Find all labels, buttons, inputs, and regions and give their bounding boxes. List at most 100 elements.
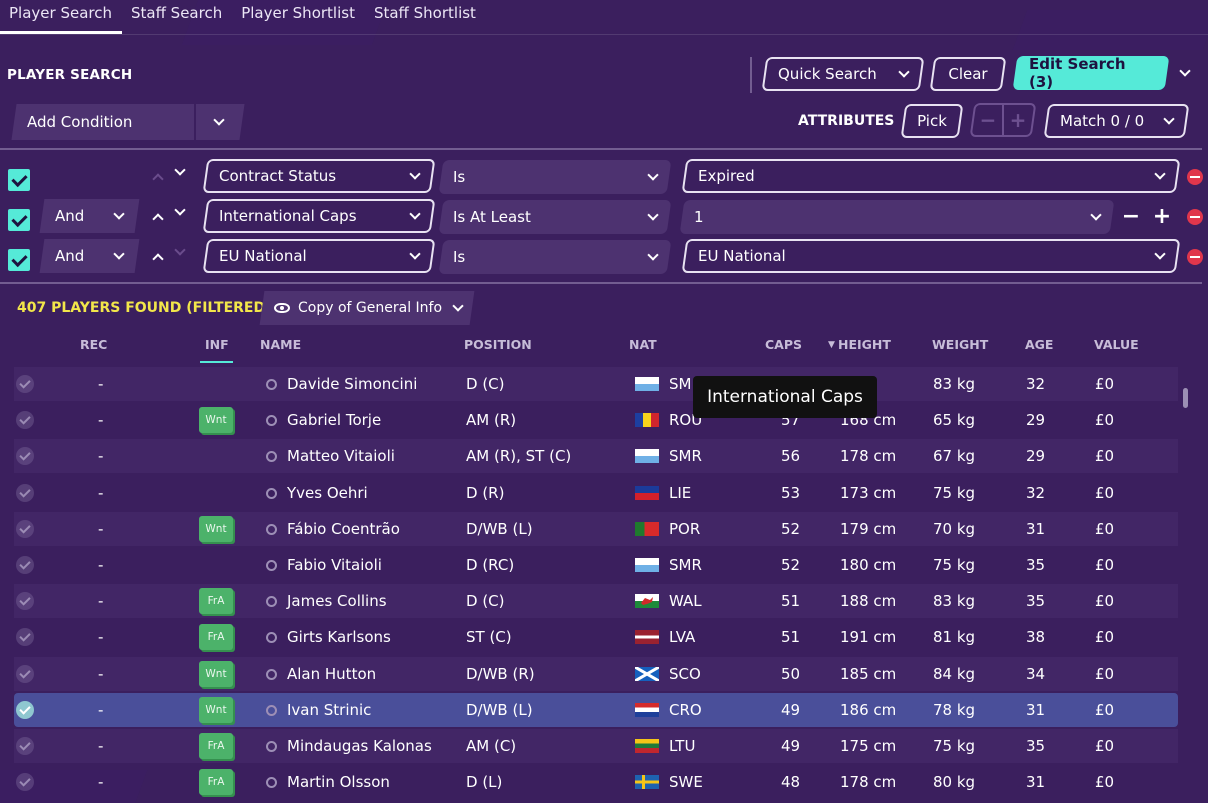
table-row[interactable]: - FrA Mindaugas Kalonas AM (C) LTU 49 175 cm 75… [14,729,1178,763]
tab-staff-shortlist[interactable]: Staff Shortlist [373,4,476,22]
shortlist-check-icon[interactable] [16,592,34,610]
column-header-name[interactable]: NAME [260,337,302,352]
table-row[interactable]: - Wnt Alan Hutton D/WB (R) SCO 50 185 cm 84 kg 3… [14,657,1178,691]
tab-player-shortlist[interactable]: Player Shortlist [241,4,355,22]
cell-name[interactable]: Fabio Vitaioli [287,556,382,574]
condition-checkbox[interactable] [8,209,30,231]
decrease-value-icon[interactable]: − [1121,203,1141,229]
edit-search-dropdown-icon[interactable] [1179,65,1191,77]
move-down-icon[interactable] [174,204,186,216]
column-header-caps[interactable]: CAPS [765,337,803,352]
condition-checkbox[interactable] [8,169,30,191]
column-header-age[interactable]: AGE [1025,337,1054,352]
cell-value: £0 [1095,628,1115,646]
cell-name[interactable]: Matteo Vitaioli [287,447,395,465]
condition-value-select[interactable]: EU National [681,239,1181,273]
match-dropdown[interactable]: Match 0 / 0 [1043,104,1190,138]
scrollbar[interactable] [1183,388,1188,408]
shortlist-check-icon[interactable] [16,628,34,646]
column-header-position[interactable]: POSITION [464,337,532,352]
cell-name[interactable]: Fábio Coentrão [287,520,400,538]
shortlist-check-icon[interactable] [16,484,34,502]
cell-caps: 51 [781,592,801,610]
cell-name[interactable]: Ivan Strinic [287,701,372,719]
remove-condition-icon[interactable] [1187,209,1203,225]
status-badge[interactable]: FrA [199,733,233,759]
increase-value-icon[interactable]: + [1152,203,1172,229]
column-header-inf[interactable]: INF [205,337,229,352]
column-header-weight[interactable]: WEIGHT [932,337,989,352]
table-row[interactable]: - FrA Martin Olsson D (L) SWE 48 178 cm 80 kg 31… [14,765,1178,799]
shortlist-check-icon[interactable] [16,701,34,719]
table-row[interactable]: - Matteo Vitaioli AM (R), ST (C) SMR 56 178 c… [14,439,1178,473]
table-row[interactable]: - Wnt Ivan Strinic D/WB (L) CRO 49 186 cm 78 kg… [14,693,1178,727]
minus-icon[interactable]: − [979,108,997,132]
condition-field-select[interactable]: International Caps [202,199,436,233]
column-header-nat[interactable]: NAT [629,337,657,352]
cell-age: 31 [1026,520,1046,538]
shortlist-check-icon[interactable] [16,375,34,393]
tab-player-search[interactable]: Player Search [0,0,122,34]
condition-checkbox[interactable] [8,249,30,271]
condition-logic-select[interactable]: And [39,239,140,273]
shortlist-check-icon[interactable] [16,556,34,574]
shortlist-check-icon[interactable] [16,665,34,683]
tab-staff-search[interactable]: Staff Search [130,4,223,22]
column-header-rec[interactable]: REC [80,337,108,352]
table-row[interactable]: - FrA James Collins D (C) WAL 51 188 cm 83 kg 35… [14,584,1178,618]
move-down-icon[interactable] [174,164,186,176]
shortlist-check-icon[interactable] [16,520,34,538]
column-header-height[interactable]: HEIGHT [838,337,891,352]
condition-operator-select[interactable]: Is At Least [438,200,672,234]
view-selector[interactable]: Copy of General Info [259,291,475,325]
condition-value-select[interactable]: Expired [681,159,1181,193]
quick-search-button[interactable]: Quick Search [761,57,925,91]
attribute-stepper[interactable]: − + [969,103,1037,137]
remove-condition-icon[interactable] [1187,249,1203,265]
move-up-icon[interactable] [152,253,164,265]
shortlist-check-icon[interactable] [16,737,34,755]
table-row[interactable]: - FrA Girts Karlsons ST (C) LVA 51 191 cm 81 kg… [14,620,1178,654]
condition-operator-select[interactable]: Is [438,160,672,194]
column-header-value[interactable]: VALUE [1094,337,1139,352]
table-row[interactable]: - Wnt Gabriel Torje AM (R) ROU 57 168 cm 65 kg 2… [14,403,1178,437]
condition-logic-select[interactable]: And [39,199,140,233]
condition-field-select[interactable]: Contract Status [202,159,436,193]
status-badge[interactable]: FrA [199,769,233,795]
status-badge[interactable]: Wnt [199,516,233,542]
condition-value-input[interactable]: 1 [679,200,1115,234]
status-badge[interactable]: Wnt [199,661,233,687]
remove-condition-icon[interactable] [1187,169,1203,185]
cell-name[interactable]: Martin Olsson [287,773,390,791]
add-condition-button[interactable]: Add Condition [11,104,245,140]
condition-field-select[interactable]: EU National [202,239,436,273]
status-badge[interactable]: FrA [199,624,233,650]
table-row[interactable]: - Yves Oehri D (R) LIE 53 173 cm 75 kg 32 £0 [14,476,1178,510]
cell-name[interactable]: Davide Simoncini [287,375,418,393]
condition-operator-select[interactable]: Is [438,240,672,274]
status-badge[interactable]: Wnt [199,407,233,433]
cell-name[interactable]: Alan Hutton [287,665,377,683]
cell-name[interactable]: James Collins [287,592,387,610]
table-row[interactable]: - Fabio Vitaioli D (RC) SMR 52 180 cm 75 kg 35 £… [14,548,1178,582]
cell-name[interactable]: Girts Karlsons [287,628,391,646]
cell-name[interactable]: Mindaugas Kalonas [287,737,432,755]
edit-search-button[interactable]: Edit Search (3) [1012,55,1170,91]
cell-name[interactable]: Yves Oehri [287,484,368,502]
shortlist-check-icon[interactable] [16,773,34,791]
status-badge[interactable]: FrA [199,588,233,614]
shortlist-check-icon[interactable] [16,411,34,429]
shortlist-check-icon[interactable] [16,447,34,465]
cell-name[interactable]: Gabriel Torje [287,411,382,429]
player-icon [266,631,277,643]
chevron-down-icon[interactable] [213,113,225,126]
cell-position: D (L) [466,773,503,791]
move-up-icon[interactable] [152,213,164,225]
pick-button[interactable]: Pick [900,104,964,138]
table-row[interactable]: - Wnt Fábio Coentrão D/WB (L) POR 52 179 cm 70 … [14,512,1178,546]
clear-button[interactable]: Clear [929,57,1007,91]
cell-height: 179 cm [840,520,897,538]
plus-icon[interactable]: + [1009,108,1027,132]
status-badge[interactable]: Wnt [199,697,233,723]
